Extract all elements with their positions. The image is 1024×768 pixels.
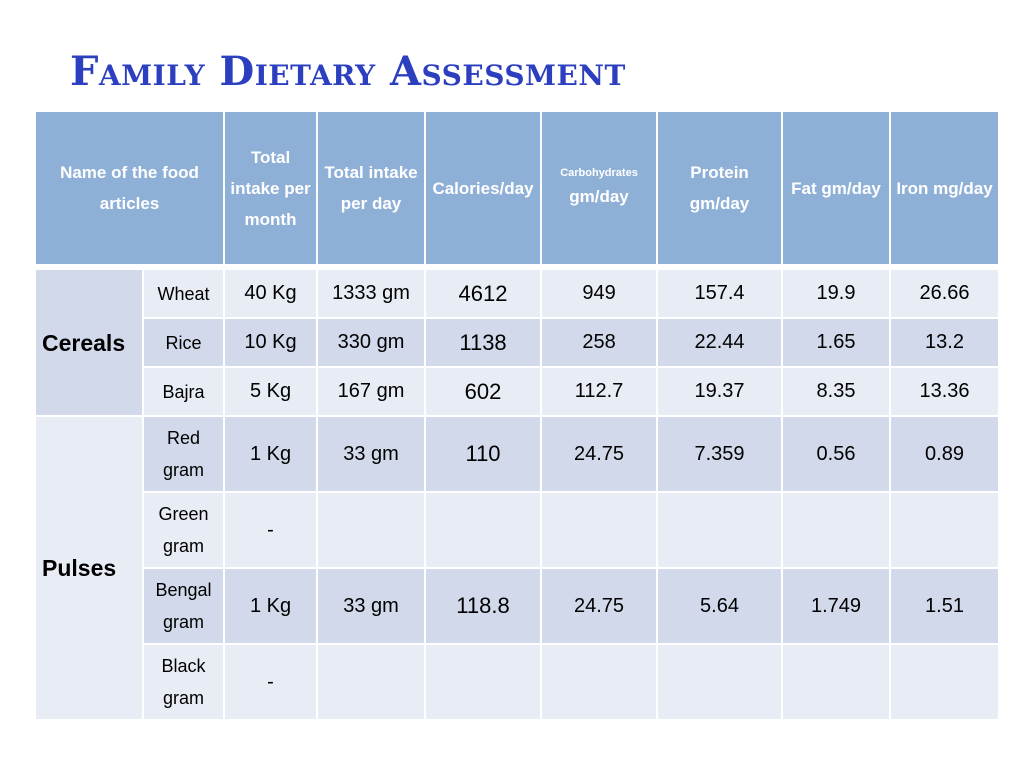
group-label-pulses: Pulses bbox=[34, 415, 144, 721]
cell-protein: 19.37 bbox=[656, 366, 784, 417]
header-carb-label: Carbohydrates bbox=[560, 166, 638, 179]
cell-fat bbox=[781, 491, 892, 569]
cell-fat: 8.35 bbox=[781, 366, 892, 417]
cell-calories: 118.8 bbox=[424, 567, 543, 645]
cell-carb: 24.75 bbox=[540, 567, 659, 645]
cell-carb: 24.75 bbox=[540, 415, 659, 493]
cell-fat: 1.65 bbox=[781, 317, 892, 368]
table-row: Green gram - bbox=[35, 491, 1001, 569]
cell-month: - bbox=[223, 491, 319, 569]
cell-protein: 7.359 bbox=[656, 415, 784, 493]
cell-iron bbox=[889, 491, 1001, 569]
header-carb-unit: gm/day bbox=[569, 186, 629, 206]
cell-day: 33 gm bbox=[316, 567, 427, 645]
cell-month: 1 Kg bbox=[223, 567, 319, 645]
header-protein: Protein gm/day bbox=[656, 110, 784, 266]
cell-fat: 1.749 bbox=[781, 567, 892, 645]
table-row: Bajra 5 Kg 167 gm 602 112.7 19.37 8.35 1… bbox=[35, 366, 1001, 417]
header-food: Name of the food articles bbox=[33, 110, 226, 266]
header-day: Total intake per day bbox=[316, 110, 427, 266]
cell-carb: 112.7 bbox=[540, 366, 659, 417]
cell-day bbox=[316, 643, 427, 721]
header-month: Total intake per month bbox=[223, 110, 319, 266]
page-title: Family Dietary Assessment bbox=[70, 48, 626, 95]
cell-protein: 5.64 bbox=[656, 567, 784, 645]
cell-iron: 0.89 bbox=[889, 415, 1001, 493]
cell-month: - bbox=[223, 643, 319, 721]
header-carbohydrates: Carbohydrates gm/day bbox=[540, 110, 659, 266]
dietary-table: Name of the food articles Total intake p… bbox=[33, 110, 1001, 721]
cell-calories bbox=[424, 491, 543, 569]
cell-calories: 602 bbox=[424, 366, 543, 417]
cell-day bbox=[316, 491, 427, 569]
cell-fat: 19.9 bbox=[781, 268, 892, 319]
cell-iron bbox=[889, 643, 1001, 721]
cell-month: 5 Kg bbox=[223, 366, 319, 417]
cell-protein: 157.4 bbox=[656, 268, 784, 319]
table-row: Black gram - bbox=[35, 643, 1001, 721]
cell-fat bbox=[781, 643, 892, 721]
cell-month: 40 Kg bbox=[223, 268, 319, 319]
food-item: Wheat bbox=[141, 268, 226, 319]
group-label-cereals: Cereals bbox=[34, 268, 144, 417]
food-item: Green gram bbox=[141, 491, 226, 569]
header-row: Name of the food articles Total intake p… bbox=[33, 110, 1001, 266]
cell-iron: 13.36 bbox=[889, 366, 1001, 417]
food-item: Rice bbox=[141, 317, 226, 368]
cell-protein bbox=[656, 643, 784, 721]
cell-calories: 1138 bbox=[424, 317, 543, 368]
food-item: Bajra bbox=[141, 366, 226, 417]
cell-protein bbox=[656, 491, 784, 569]
cell-iron: 26.66 bbox=[889, 268, 1001, 319]
cell-day: 167 gm bbox=[316, 366, 427, 417]
cell-day: 330 gm bbox=[316, 317, 427, 368]
food-item: Bengal gram bbox=[141, 567, 226, 645]
table-row: Pulses Red gram 1 Kg 33 gm 110 24.75 7.3… bbox=[34, 415, 1001, 721]
table-row: Cereals Wheat 40 Kg 1333 gm 4612 949 157… bbox=[34, 268, 1001, 417]
cell-carb: 258 bbox=[540, 317, 659, 368]
cell-calories bbox=[424, 643, 543, 721]
table-row: Bengal gram 1 Kg 33 gm 118.8 24.75 5.64 … bbox=[35, 567, 1001, 645]
header-iron: Iron mg/day bbox=[889, 110, 1001, 266]
cell-protein: 22.44 bbox=[656, 317, 784, 368]
cell-day: 1333 gm bbox=[316, 268, 427, 319]
food-item: Black gram bbox=[141, 643, 226, 721]
header-calories: Calories/day bbox=[424, 110, 543, 266]
cell-iron: 13.2 bbox=[889, 317, 1001, 368]
header-fat: Fat gm/day bbox=[781, 110, 892, 266]
cell-month: 1 Kg bbox=[223, 415, 319, 493]
cell-iron: 1.51 bbox=[889, 567, 1001, 645]
cell-carb bbox=[540, 491, 659, 569]
table-row: Rice 10 Kg 330 gm 1138 258 22.44 1.65 13… bbox=[35, 317, 1001, 368]
cell-carb: 949 bbox=[540, 268, 659, 319]
cell-day: 33 gm bbox=[316, 415, 427, 493]
cell-carb bbox=[540, 643, 659, 721]
food-item: Red gram bbox=[141, 415, 226, 493]
cell-fat: 0.56 bbox=[781, 415, 892, 493]
cell-calories: 4612 bbox=[424, 268, 543, 319]
cell-month: 10 Kg bbox=[223, 317, 319, 368]
cell-calories: 110 bbox=[424, 415, 543, 493]
